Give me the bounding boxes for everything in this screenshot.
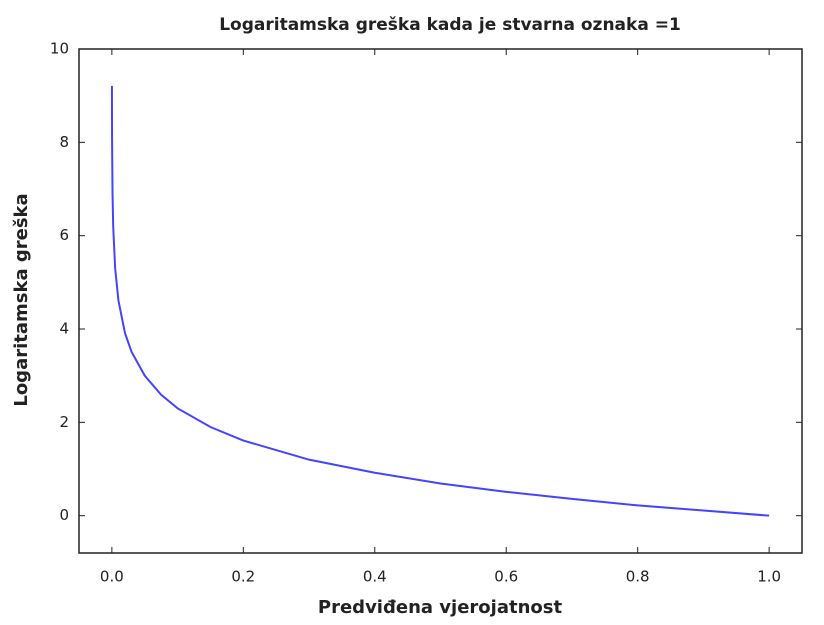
line xyxy=(110,85,770,517)
y-tick-label: 4 xyxy=(59,320,69,338)
y-tick-label: 2 xyxy=(59,413,69,431)
x-tick-label: 0.8 xyxy=(626,568,650,586)
x-tick-label: 0.0 xyxy=(100,568,124,586)
x-axis-label: Predviđena vjerojatnost xyxy=(318,597,563,618)
y-tick-label: 8 xyxy=(59,133,69,151)
y-tick-label: 10 xyxy=(50,40,69,58)
y-axis-label: Logaritamska greška xyxy=(11,193,32,406)
x-tick-label: 1.0 xyxy=(757,568,781,586)
y-tick-label: 6 xyxy=(59,226,69,244)
x-tick-label: 0.6 xyxy=(494,568,518,586)
plot-frame xyxy=(78,48,803,554)
chart-title: Logaritamska greška kada je stvarna ozna… xyxy=(219,15,681,35)
y-tick-label: 0 xyxy=(59,506,69,524)
x-tick-label: 0.4 xyxy=(363,568,387,586)
x-tick-label: 0.2 xyxy=(231,568,255,586)
